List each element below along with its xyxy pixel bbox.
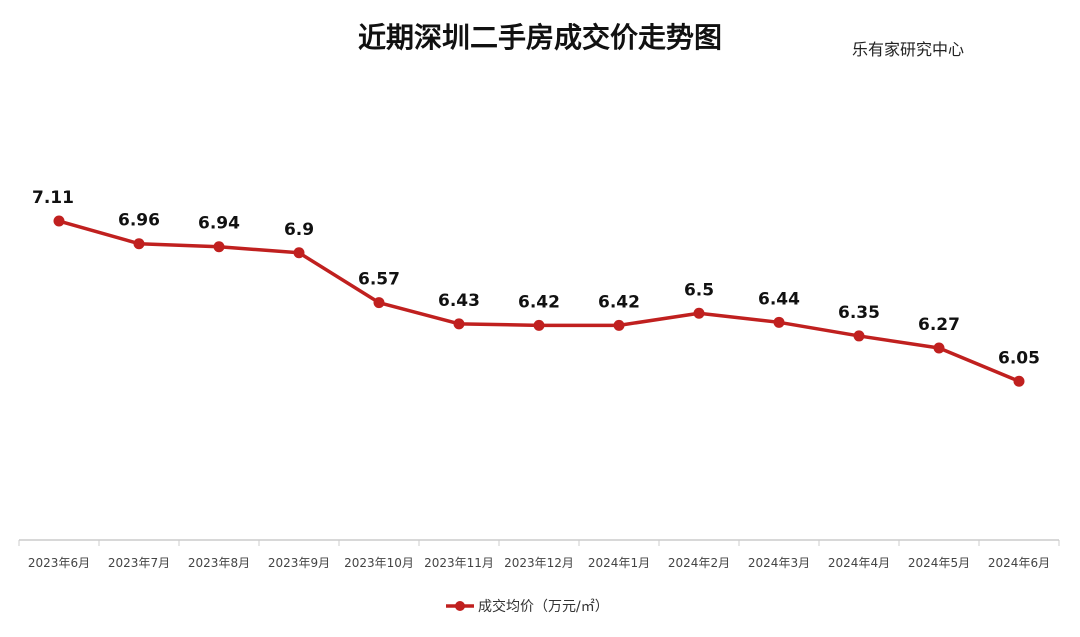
data-label: 6.9 bbox=[284, 220, 314, 240]
data-label: 6.35 bbox=[838, 303, 880, 323]
x-tick-label: 2023年12月 bbox=[504, 556, 574, 570]
legend-label: 成交均价（万元/㎡） bbox=[478, 598, 609, 615]
x-tick-label: 2023年11月 bbox=[424, 556, 494, 570]
data-label: 6.96 bbox=[118, 211, 160, 231]
x-tick-label: 2024年5月 bbox=[908, 556, 970, 570]
data-label: 6.43 bbox=[438, 291, 480, 311]
chart-title: 近期深圳二手房成交价走势图 bbox=[357, 21, 722, 54]
data-point bbox=[1013, 375, 1025, 387]
data-label: 6.42 bbox=[598, 292, 640, 312]
x-tick-label: 2023年7月 bbox=[108, 556, 170, 570]
x-tick-label: 2023年8月 bbox=[188, 556, 250, 570]
data-label: 6.42 bbox=[518, 292, 560, 312]
data-label: 6.57 bbox=[358, 270, 400, 290]
legend-marker bbox=[455, 601, 465, 611]
data-label: 6.44 bbox=[758, 289, 800, 309]
data-label: 6.94 bbox=[198, 214, 240, 234]
x-tick-label: 2024年2月 bbox=[668, 556, 730, 570]
data-point bbox=[933, 342, 945, 354]
data-point bbox=[693, 307, 705, 319]
x-tick-label: 2024年6月 bbox=[988, 556, 1050, 570]
data-point bbox=[213, 241, 225, 253]
data-point bbox=[373, 297, 385, 309]
data-point bbox=[613, 319, 625, 331]
x-tick-label: 2024年3月 bbox=[748, 556, 810, 570]
x-tick-label: 2023年10月 bbox=[344, 556, 414, 570]
data-point bbox=[453, 318, 465, 330]
x-tick-label: 2024年1月 bbox=[588, 556, 650, 570]
data-point bbox=[293, 247, 305, 259]
x-tick-label: 2023年9月 bbox=[268, 556, 330, 570]
data-point bbox=[133, 238, 145, 250]
data-point bbox=[53, 215, 65, 227]
x-tick-label: 2024年4月 bbox=[828, 556, 890, 570]
data-label: 6.5 bbox=[684, 280, 714, 300]
source-label: 乐有家研究中心 bbox=[852, 40, 965, 59]
x-tick-label: 2023年6月 bbox=[28, 556, 90, 570]
data-point bbox=[853, 330, 865, 342]
data-label: 6.27 bbox=[918, 315, 960, 335]
data-label: 7.11 bbox=[32, 188, 74, 208]
data-point bbox=[533, 319, 545, 331]
data-point bbox=[773, 316, 785, 328]
data-label: 6.05 bbox=[998, 348, 1040, 368]
